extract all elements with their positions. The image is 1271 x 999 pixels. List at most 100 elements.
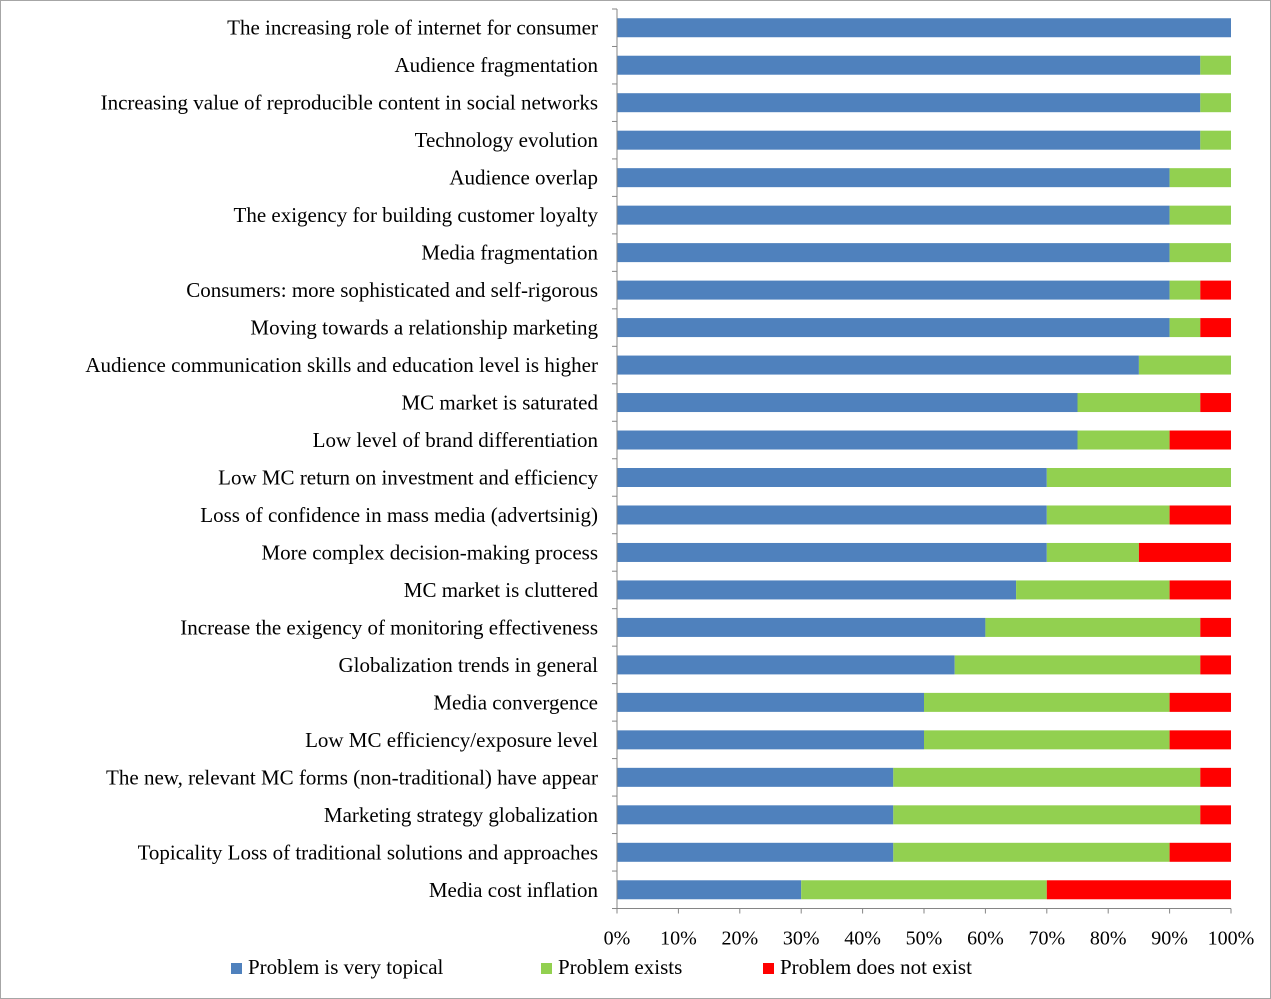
category-label: Globalization trends in general <box>339 653 599 677</box>
bar-segment-very-topical <box>617 655 955 675</box>
category-label: More complex decision-making process <box>262 540 599 564</box>
bar-segment-very-topical <box>617 130 1201 150</box>
bar-segment-exists <box>1138 355 1231 375</box>
category-label: The exigency for building customer loyal… <box>234 203 599 227</box>
category-label: Low MC efficiency/exposure level <box>305 728 598 752</box>
x-tick-label: 10% <box>660 928 697 950</box>
category-label: MC market is cluttered <box>404 578 599 602</box>
bar-segment-very-topical <box>617 542 1047 562</box>
x-tick-label: 90% <box>1151 928 1188 950</box>
legend-swatch-does-not-exist <box>763 963 774 974</box>
bar-segment-does-not-exist <box>1200 655 1231 675</box>
bar-segment-does-not-exist <box>1200 617 1231 637</box>
category-label: MC market is saturated <box>401 391 598 415</box>
x-tick-label: 20% <box>721 928 758 950</box>
bar-segment-does-not-exist <box>1200 318 1231 338</box>
bar-segment-very-topical <box>617 18 1231 38</box>
bar-segment-very-topical <box>617 430 1078 450</box>
category-label: Technology evolution <box>415 128 599 152</box>
bar-segment-exists <box>1169 318 1201 338</box>
bar-segment-very-topical <box>617 842 894 862</box>
bar-segment-very-topical <box>617 280 1170 300</box>
category-label: Media fragmentation <box>421 241 598 265</box>
bar-segment-does-not-exist <box>1169 730 1231 750</box>
bar-segment-does-not-exist <box>1169 842 1231 862</box>
bar-segment-exists <box>1016 580 1170 600</box>
category-label: Audience fragmentation <box>395 53 599 77</box>
legend: Problem is very topical Problem exists Pro… <box>231 955 972 979</box>
bar-segment-very-topical <box>617 730 924 750</box>
bar-segment-exists <box>1169 205 1231 225</box>
category-label: Moving towards a relationship marketing <box>250 316 598 340</box>
bar-segment-does-not-exist <box>1169 580 1231 600</box>
bar-segment-very-topical <box>617 692 924 712</box>
category-label: Topicality Loss of traditional solutions… <box>138 840 598 864</box>
category-label: Audience overlap <box>449 166 598 190</box>
bar-segment-exists <box>1046 542 1139 562</box>
bar-segment-very-topical <box>617 205 1170 225</box>
legend-label: Problem exists <box>558 955 682 979</box>
bars-group <box>617 18 1231 900</box>
x-tick-label: 80% <box>1090 928 1127 950</box>
bar-segment-does-not-exist <box>1200 767 1231 787</box>
x-tick-label: 100% <box>1208 928 1255 950</box>
bar-segment-exists <box>1200 130 1231 150</box>
bar-segment-does-not-exist <box>1169 692 1231 712</box>
bar-segment-exists <box>924 730 1170 750</box>
bar-segment-very-topical <box>617 505 1047 525</box>
bar-segment-does-not-exist <box>1200 280 1231 300</box>
bar-segment-exists <box>893 767 1201 787</box>
bar-segment-very-topical <box>617 805 894 825</box>
bar-segment-very-topical <box>617 93 1201 113</box>
x-tick-label: 60% <box>967 928 1004 950</box>
bar-segment-very-topical <box>617 468 1047 487</box>
bar-segment-does-not-exist <box>1169 505 1231 525</box>
bar-segment-does-not-exist <box>1138 542 1231 562</box>
x-tick-label: 50% <box>906 928 943 950</box>
bar-segment-exists <box>1169 168 1231 188</box>
category-label: Audience communication skills and educat… <box>85 353 598 377</box>
bar-segment-very-topical <box>617 393 1078 413</box>
bar-segment-very-topical <box>617 243 1170 263</box>
bar-segment-very-topical <box>617 880 802 900</box>
bar-segment-very-topical <box>617 55 1201 75</box>
bar-segment-exists <box>893 842 1170 862</box>
bar-segment-exists <box>1169 280 1201 300</box>
bar-segment-very-topical <box>617 767 894 787</box>
legend-swatch-exists <box>541 963 552 974</box>
x-tick-label: 30% <box>783 928 820 950</box>
bar-segment-exists <box>1169 243 1231 263</box>
bar-segment-very-topical <box>617 355 1139 375</box>
category-label: Media cost inflation <box>429 878 599 902</box>
x-tick-label: 40% <box>844 928 881 950</box>
bar-segment-exists <box>1046 505 1170 525</box>
x-tick-labels: 0% 10% 20% 30% 40% 50% 60% 70% 80% 90% 100% <box>604 928 1255 950</box>
category-label: Increasing value of reproducible content… <box>101 91 598 115</box>
legend-label: Problem does not exist <box>780 955 972 979</box>
bar-segment-exists <box>1077 430 1170 450</box>
category-label: Low level of brand differentiation <box>313 428 599 452</box>
bar-segment-very-topical <box>617 580 1017 600</box>
bar-segment-exists <box>1200 93 1231 113</box>
bar-segment-very-topical <box>617 168 1170 188</box>
category-label: The increasing role of internet for cons… <box>227 16 598 40</box>
category-label: Increase the exigency of monitoring effe… <box>180 615 598 639</box>
category-label: Media convergence <box>433 690 598 714</box>
bar-segment-exists <box>801 880 1047 900</box>
bar-segment-does-not-exist <box>1200 393 1231 413</box>
category-labels: The increasing role of internet for cons… <box>85 16 598 902</box>
category-label: Loss of confidence in mass media (advert… <box>200 503 598 527</box>
bar-segment-does-not-exist <box>1169 430 1231 450</box>
bar-segment-exists <box>1046 468 1231 487</box>
bar-segment-exists <box>985 617 1201 637</box>
category-label: Consumers: more sophisticated and self-r… <box>186 278 598 302</box>
bar-segment-exists <box>924 692 1170 712</box>
bar-segment-exists <box>1077 393 1201 413</box>
category-label: Low MC return on investment and efficien… <box>218 466 598 490</box>
x-tick-label: 70% <box>1028 928 1065 950</box>
category-label: The new, relevant MC forms (non-traditio… <box>106 765 598 789</box>
bar-segment-exists <box>1200 55 1231 75</box>
legend-swatch-very-topical <box>231 963 242 974</box>
bar-segment-does-not-exist <box>1200 805 1231 825</box>
